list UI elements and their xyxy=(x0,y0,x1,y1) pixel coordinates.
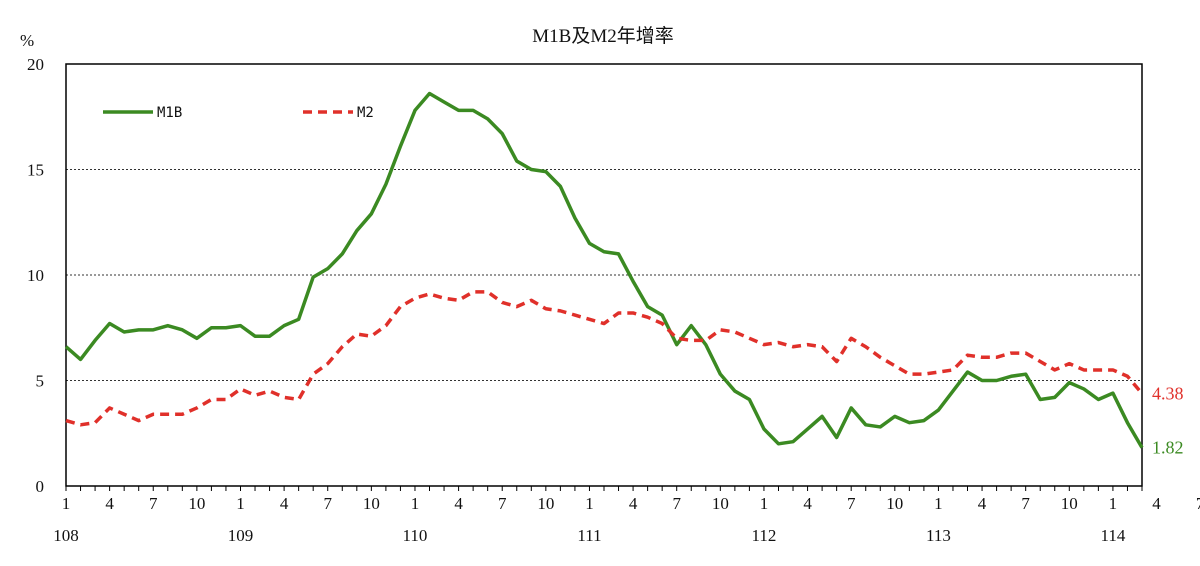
legend-label-m2: M2 xyxy=(357,105,374,121)
x-tick-label-year: 112 xyxy=(752,526,777,545)
x-tick-label-month: 10 xyxy=(712,494,729,513)
y-tick-label: 10 xyxy=(27,266,44,285)
series-line-m2 xyxy=(65,290,1144,427)
x-tick-label-month: 4 xyxy=(454,494,463,513)
x-tick-label-month: 7 xyxy=(672,494,681,513)
x-tick-label-month: 1 xyxy=(585,494,594,513)
x-tick-label-year: 113 xyxy=(926,526,951,545)
x-tick-label-month: 10 xyxy=(1061,494,1078,513)
x-tick-label-month: 10 xyxy=(886,494,903,513)
y-tick-label: 15 xyxy=(27,161,44,180)
x-tick-label-month: 7 xyxy=(323,494,332,513)
x-tick-label-month: 1 xyxy=(760,494,769,513)
x-tick-label-month: 4 xyxy=(978,494,987,513)
y-axis-unit-label: % xyxy=(20,31,34,50)
legend: M1B M2 xyxy=(103,105,374,121)
series-layer: 1.82 4.38 xyxy=(64,91,1184,458)
x-tick-label-year: 109 xyxy=(228,526,254,545)
x-tick-label-year: 114 xyxy=(1100,526,1125,545)
y-tick-label: 0 xyxy=(36,477,45,496)
x-tick-label-month: 4 xyxy=(803,494,812,513)
x-tick-label-month: 10 xyxy=(188,494,205,513)
x-tick-label-year: 108 xyxy=(53,526,79,545)
x-tick-label-month: 1 xyxy=(934,494,943,513)
x-tick-label-month: 1 xyxy=(411,494,420,513)
y-axis-ticks: 0 5 10 15 20 xyxy=(27,55,44,496)
y-tick-label: 20 xyxy=(27,55,44,74)
chart-title: M1B及M2年增率 xyxy=(532,25,673,47)
x-tick-label-month: 7 xyxy=(149,494,158,513)
x-tick-label-month: 10 xyxy=(537,494,554,513)
x-tick-label-month: 4 xyxy=(280,494,289,513)
x-axis-ticks: 1471014710147101471014710147101471011081… xyxy=(53,486,1200,545)
end-value-label-m1b: 1.82 xyxy=(1152,438,1184,458)
end-value-label-m2: 4.38 xyxy=(1152,384,1184,404)
x-tick-label-month: 4 xyxy=(1152,494,1161,513)
x-tick-label-month: 7 xyxy=(1021,494,1030,513)
x-tick-label-month: 7 xyxy=(1196,494,1200,513)
series-line-m1b xyxy=(64,91,1144,449)
x-tick-label-month: 10 xyxy=(363,494,380,513)
x-tick-label-year: 111 xyxy=(577,526,601,545)
x-tick-label-month: 4 xyxy=(629,494,638,513)
x-tick-label-year: 110 xyxy=(403,526,428,545)
gridlines xyxy=(66,169,1142,381)
x-tick-label-month: 1 xyxy=(1109,494,1118,513)
legend-label-m1b: M1B xyxy=(157,105,182,121)
x-tick-label-month: 7 xyxy=(847,494,856,513)
x-tick-label-month: 4 xyxy=(105,494,114,513)
x-tick-label-month: 1 xyxy=(62,494,71,513)
x-tick-label-month: 7 xyxy=(498,494,507,513)
y-tick-label: 5 xyxy=(36,372,45,391)
x-tick-label-month: 1 xyxy=(236,494,245,513)
